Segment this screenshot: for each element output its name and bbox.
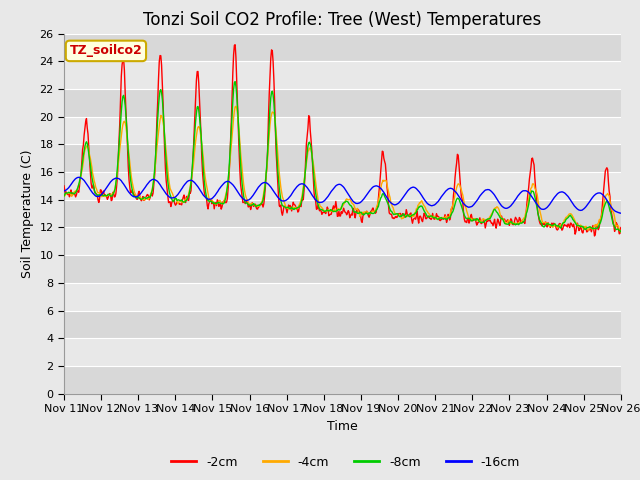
Bar [64,200,621,228]
Bar [64,255,621,283]
Bar [64,283,621,311]
Bar [64,144,621,172]
Text: TZ_soilco2: TZ_soilco2 [70,44,142,58]
Title: Tonzi Soil CO2 Profile: Tree (West) Temperatures: Tonzi Soil CO2 Profile: Tree (West) Temp… [143,11,541,29]
Bar [64,228,621,255]
Bar [64,61,621,89]
Bar [64,366,621,394]
X-axis label: Time: Time [327,420,358,432]
Bar [64,338,621,366]
Y-axis label: Soil Temperature (C): Soil Temperature (C) [20,149,34,278]
Bar [64,311,621,338]
Bar [64,89,621,117]
Bar [64,172,621,200]
Bar [64,117,621,144]
Legend: -2cm, -4cm, -8cm, -16cm: -2cm, -4cm, -8cm, -16cm [166,451,525,474]
Bar [64,34,621,61]
